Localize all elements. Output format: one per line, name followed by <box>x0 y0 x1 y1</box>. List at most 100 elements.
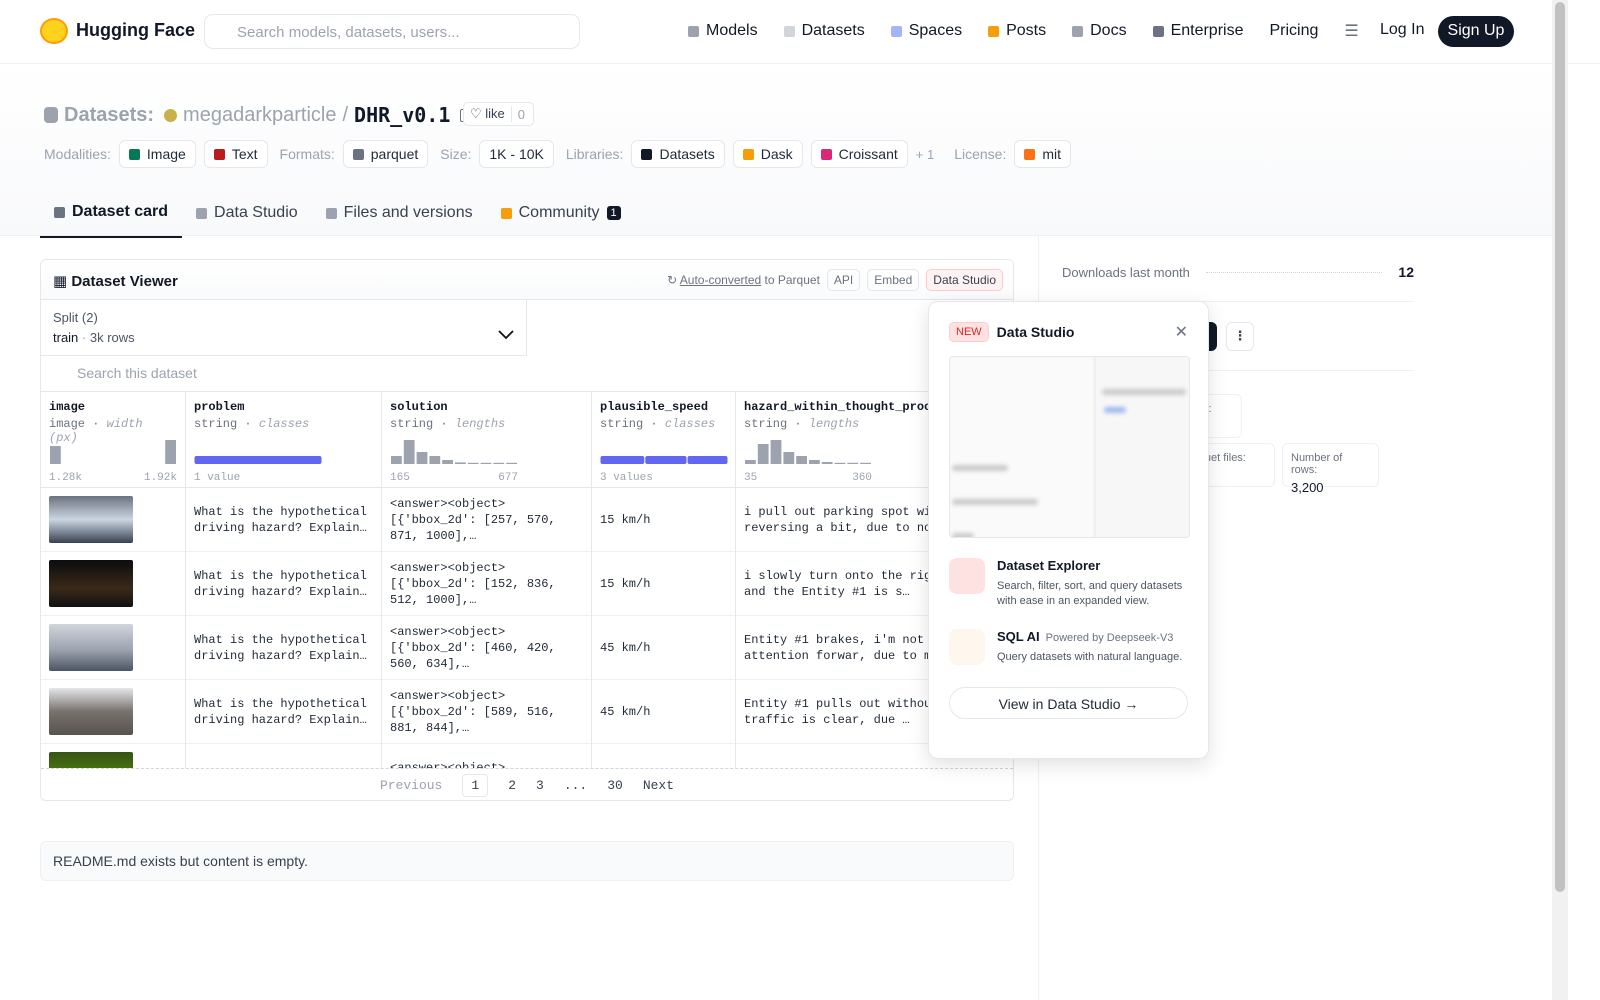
tab[interactable]: Data Studio <box>182 197 312 238</box>
histogram-bar[interactable] <box>403 440 415 464</box>
column-header[interactable]: image image · width (px) 1.28k 1.92k <box>41 392 185 488</box>
column-header[interactable]: problem string · classes 1 value <box>186 392 381 488</box>
tab[interactable]: Files and versions <box>312 197 487 238</box>
tag-chip[interactable]: parquet <box>342 140 429 168</box>
page-link[interactable]: ... <box>563 778 588 793</box>
histogram-bar[interactable] <box>442 460 453 464</box>
next-button[interactable]: Next <box>642 778 675 793</box>
histogram-bar[interactable] <box>847 462 859 464</box>
page-link[interactable]: 30 <box>607 778 623 793</box>
tab-icon <box>196 207 208 219</box>
tab[interactable]: Community 1 <box>487 197 635 238</box>
class-segment[interactable] <box>687 456 728 464</box>
histogram-bar[interactable] <box>165 440 176 464</box>
histogram-bar[interactable] <box>50 446 61 464</box>
thumbnail[interactable] <box>49 496 133 543</box>
signup-button[interactable]: Sign Up <box>1438 16 1514 47</box>
histogram-bar[interactable] <box>770 440 782 464</box>
tag-more[interactable]: + 1 <box>915 146 935 162</box>
feature-name: Dataset Explorer <box>997 558 1101 573</box>
class-bar <box>194 456 322 464</box>
column-header[interactable]: plausible_speed string · classes 3 values <box>592 392 735 488</box>
like-text: like <box>485 106 505 121</box>
viewer-search[interactable]: Search this dataset <box>41 356 1013 392</box>
histogram-bar[interactable] <box>391 456 402 464</box>
nav-link[interactable]: Posts <box>988 21 1046 41</box>
nav-link[interactable]: Enterprise <box>1152 21 1243 41</box>
nav-link[interactable]: Pricing <box>1269 21 1318 41</box>
nav-link[interactable]: Models <box>688 21 758 41</box>
column: solution string · lengths 165 677 <answer><o… <box>382 392 592 768</box>
histogram-bar[interactable] <box>809 460 820 464</box>
downloads: Downloads last month 12 <box>1062 264 1414 280</box>
histogram-bar[interactable] <box>821 462 833 464</box>
more-button[interactable]: ⋮ <box>1226 322 1254 351</box>
thumbnail[interactable] <box>49 688 133 735</box>
table-cell: What is the hypothetical driving hazard?… <box>186 552 381 616</box>
viewer-button[interactable]: API <box>826 269 861 291</box>
tag-icon <box>742 148 754 160</box>
owner-link[interactable]: megadarkparticle <box>183 103 337 126</box>
viewer-button[interactable]: Embed <box>867 269 920 291</box>
brand[interactable]: Hugging Face <box>76 20 196 40</box>
histogram <box>745 440 871 464</box>
like-button[interactable]: ♡ like 0 <box>463 102 534 126</box>
section-link[interactable]: Datasets: <box>64 103 155 126</box>
page-link[interactable]: 1 <box>462 774 489 797</box>
histogram-bar[interactable] <box>783 452 795 464</box>
histogram-bar[interactable] <box>455 462 466 464</box>
tag-chip[interactable]: Dask <box>732 140 803 168</box>
table-cell <box>592 744 735 768</box>
histogram-bar[interactable] <box>493 462 505 464</box>
histogram-bar[interactable] <box>860 462 871 464</box>
split-selector[interactable]: Split (2) train · 3k rows <box>41 300 527 356</box>
menu-icon[interactable]: ☰ <box>1344 23 1359 40</box>
class-segment[interactable] <box>645 456 687 464</box>
histogram-bar[interactable] <box>480 462 492 464</box>
nav-link[interactable]: Datasets <box>783 21 865 41</box>
logo[interactable] <box>40 18 68 44</box>
thumbnail[interactable] <box>49 624 133 671</box>
class-segment[interactable] <box>600 456 645 464</box>
close-button[interactable]: ✕ <box>1174 324 1188 341</box>
viewer-button[interactable]: Data Studio <box>926 269 1003 291</box>
tag-chip[interactable]: 1K - 10K <box>479 140 554 168</box>
histogram-bar[interactable] <box>416 452 428 464</box>
page-link[interactable]: 3 <box>536 778 544 793</box>
auto-converted-link[interactable]: Auto-converted <box>679 273 762 287</box>
nav-link-text: Models <box>706 22 758 39</box>
nav-link[interactable]: Docs <box>1072 21 1127 41</box>
login-link[interactable]: Log In <box>1380 21 1425 38</box>
tag-chip[interactable]: mit <box>1014 140 1072 168</box>
histogram-bar[interactable] <box>429 456 441 464</box>
prev-button[interactable]: Previous <box>379 778 443 793</box>
histogram-bar[interactable] <box>467 462 479 464</box>
search-input[interactable]: Search models, datasets, users... <box>204 14 580 49</box>
histogram-bar[interactable] <box>745 460 756 464</box>
histogram-bar[interactable] <box>757 444 769 464</box>
column: image image · width (px) 1.28k 1.92k <box>41 392 186 768</box>
tag-text: Image <box>146 146 186 162</box>
view-button[interactable]: View in Data Studio → <box>949 687 1188 719</box>
table-cell: <answer><object>[{'bbox_2d': [460, 420, … <box>382 616 591 680</box>
tag-chip[interactable]: Text <box>203 140 268 168</box>
thumbnail[interactable] <box>49 560 133 607</box>
tab-label: Data Studio <box>214 204 298 221</box>
dataset-name[interactable]: DHR_v0.1 <box>354 103 451 127</box>
histogram-bar[interactable] <box>506 462 517 464</box>
column-header[interactable]: solution string · lengths 165 677 <box>382 392 591 488</box>
feature-text: Dataset Explorer Search, filter, sort, an… <box>997 558 1188 609</box>
tab[interactable]: Dataset card <box>40 197 183 238</box>
thumbnail[interactable] <box>49 752 133 768</box>
histogram-bar[interactable] <box>834 462 846 464</box>
class-segment[interactable] <box>194 456 322 464</box>
tag-chip[interactable]: Datasets <box>631 140 725 168</box>
nav-link[interactable]: Spaces <box>890 21 962 41</box>
tag-chip[interactable]: Image <box>118 140 196 168</box>
split-rows: 3k rows <box>89 330 135 345</box>
histogram-bar[interactable] <box>796 456 807 464</box>
page-link[interactable]: 2 <box>508 778 516 793</box>
tag-group: Modalities: Image Text <box>44 140 268 168</box>
tag-chip[interactable]: Croissant <box>810 140 908 168</box>
